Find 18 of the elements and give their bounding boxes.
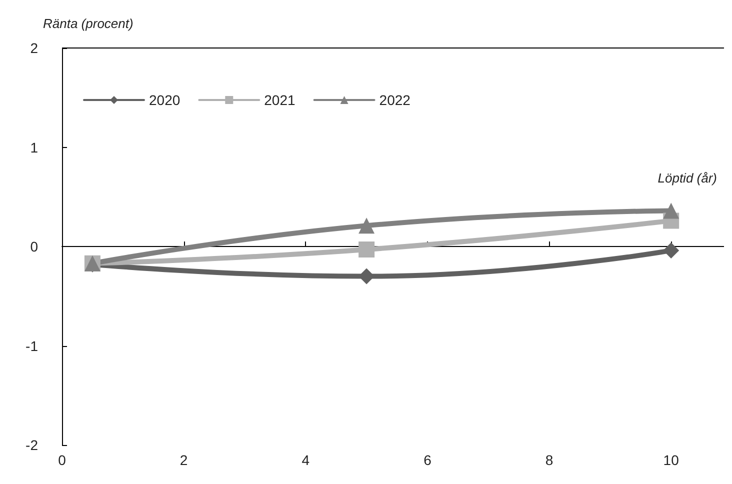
y-axis-title: Ränta (procent) bbox=[43, 16, 134, 31]
x-tick-label: 6 bbox=[424, 452, 432, 468]
x-tick-label: 4 bbox=[302, 452, 310, 468]
x-tick-label: 0 bbox=[58, 452, 66, 468]
x-axis-title: Löptid (år) bbox=[658, 170, 717, 186]
legend-label: 2020 bbox=[149, 92, 180, 108]
x-tick-label: 10 bbox=[663, 452, 680, 468]
y-tick-label: 0 bbox=[30, 238, 38, 254]
y-tick-label: -1 bbox=[26, 338, 38, 354]
y-tick-label: 2 bbox=[30, 40, 38, 56]
y-tick-label: -2 bbox=[26, 437, 38, 453]
x-tick-label: 2 bbox=[180, 452, 188, 468]
x-tick-label: 8 bbox=[545, 452, 554, 468]
point bbox=[663, 242, 680, 258]
legend-label: 2021 bbox=[264, 92, 296, 108]
y-tick-label: 1 bbox=[30, 139, 38, 156]
legend-label: 2022 bbox=[379, 92, 411, 108]
point bbox=[358, 241, 375, 258]
